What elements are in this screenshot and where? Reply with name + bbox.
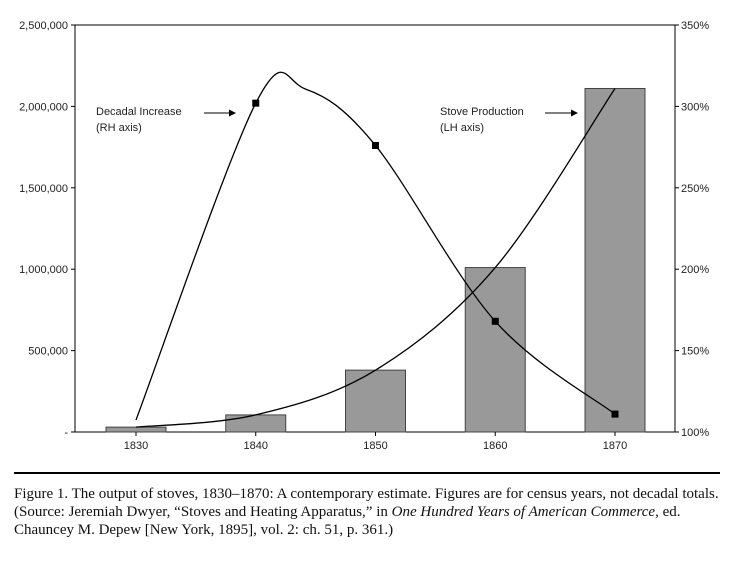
right-tick-label: 350%	[681, 20, 709, 32]
decadal-increase-marker-1860	[491, 317, 499, 325]
caption-italic: One Hundred Years of American Commerce	[391, 504, 656, 520]
annotations-group: Decadal Increase (RH axis) Stove Productio…	[96, 106, 578, 134]
annotation-arrow-head	[229, 109, 236, 117]
bar-1870	[584, 87, 646, 433]
bar-1840	[225, 414, 287, 433]
annotation-label: Decadal Increase	[96, 106, 182, 118]
left-tick-label: -	[64, 427, 68, 439]
annotation-label: (LH axis)	[440, 122, 484, 134]
annotation-label: (RH axis)	[96, 122, 142, 134]
left-tick-label: 1,000,000	[19, 264, 68, 276]
caption-text-1: Figure 1. The output of stoves, 1830–187…	[14, 486, 719, 520]
left-tick-label: 500,000	[28, 346, 68, 358]
right-tick-label: 200%	[681, 264, 709, 276]
right-tick-label: 150%	[681, 346, 709, 358]
x-tick-label: 1860	[483, 440, 507, 452]
left-tick-label: 1,500,000	[19, 183, 68, 195]
lines-group	[135, 71, 619, 428]
stove-production-curve	[135, 88, 616, 428]
bar-1860	[464, 267, 526, 433]
left-tick-label: 2,000,000	[19, 101, 68, 113]
x-tick-label: 1830	[124, 440, 148, 452]
caption-text-2: , ed. Chauncey M. Depew [New York, 1895]…	[14, 504, 681, 538]
ticks-group: - 500,000 1,000,000 1,500,000 2,000,000 2,500…	[19, 20, 709, 452]
x-tick-label: 1850	[363, 440, 387, 452]
annotation-arrow-head	[571, 109, 578, 117]
decadal-increase-marker-1840	[252, 99, 260, 107]
annotation-label: Stove Production	[440, 106, 524, 118]
bar-1830	[105, 426, 167, 433]
bars-group	[105, 87, 646, 433]
chart: - 500,000 1,000,000 1,500,000 2,000,000 2,500…	[19, 20, 709, 452]
left-tick-label: 2,500,000	[19, 20, 68, 32]
decadal-increase-marker-1870	[611, 410, 619, 418]
bar-1850	[345, 369, 406, 433]
caption-rule	[14, 472, 720, 474]
x-tick-label: 1870	[603, 440, 627, 452]
decadal-increase-marker-1850	[372, 141, 379, 149]
right-tick-label: 100%	[681, 427, 709, 439]
right-tick-label: 300%	[681, 101, 709, 113]
right-tick-label: 250%	[681, 183, 709, 195]
x-tick-label: 1840	[244, 440, 268, 452]
decadal-increase-curve	[135, 71, 616, 421]
figure-caption: Figure 1. The output of stoves, 1830–187…	[14, 485, 726, 539]
